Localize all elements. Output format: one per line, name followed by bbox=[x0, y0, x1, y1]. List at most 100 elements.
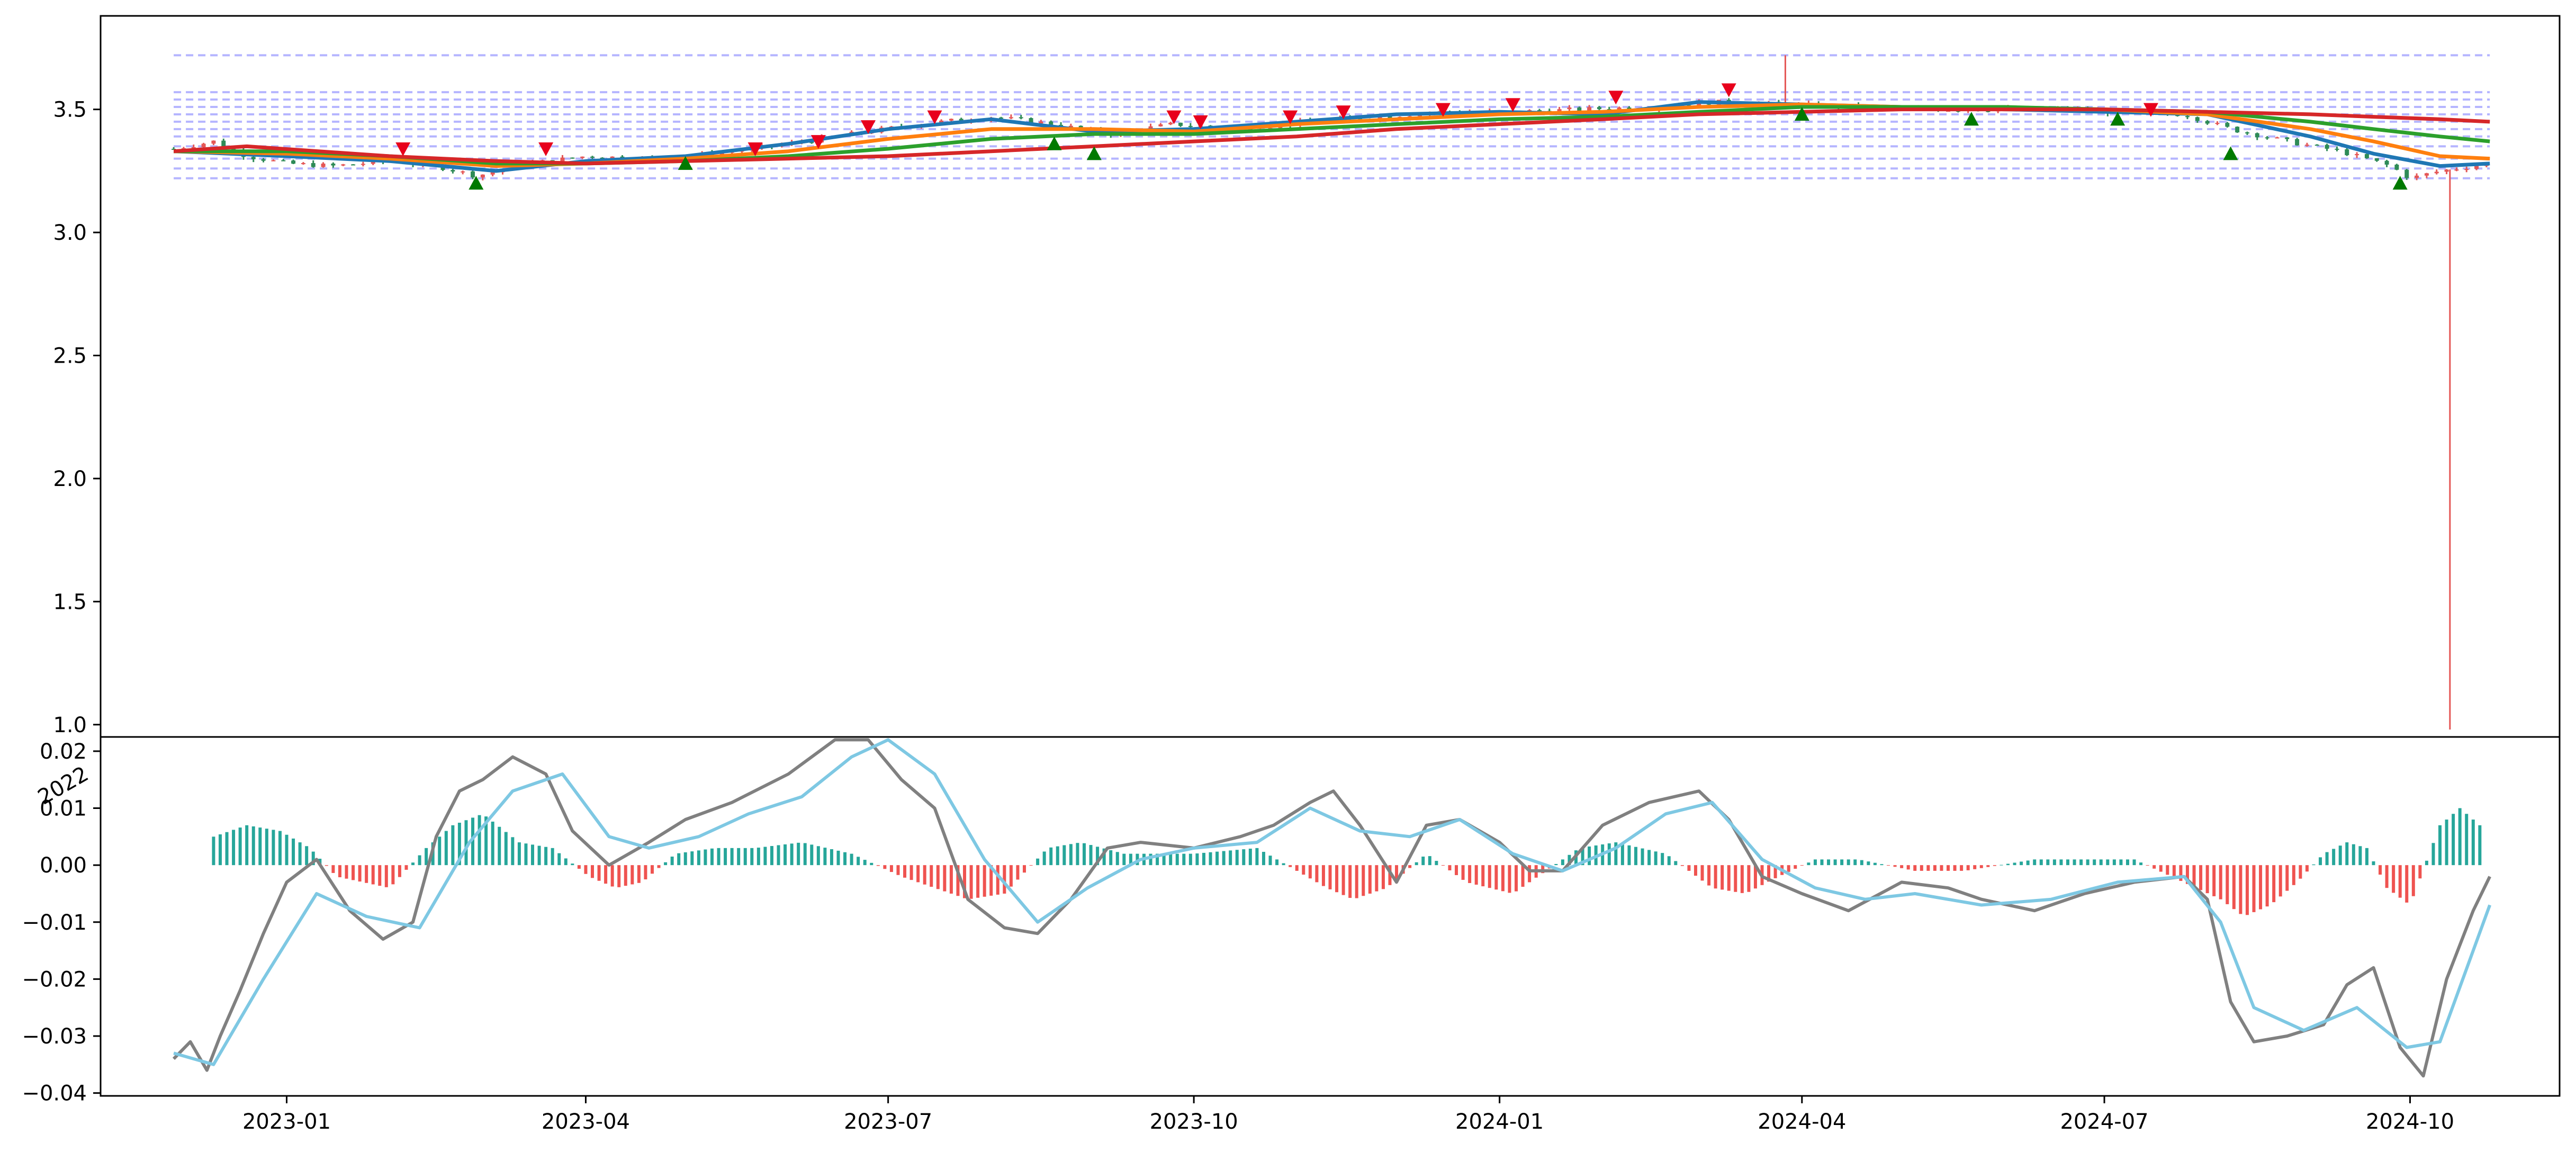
histogram-bar bbox=[1388, 865, 1392, 885]
histogram-bar bbox=[876, 865, 880, 866]
histogram-bar bbox=[2458, 808, 2462, 866]
histogram-bar bbox=[345, 865, 348, 879]
histogram-bar bbox=[2059, 859, 2063, 866]
histogram-bar bbox=[2132, 859, 2136, 866]
histogram-bar bbox=[644, 865, 647, 880]
histogram-bar bbox=[790, 843, 794, 866]
histogram-bar bbox=[783, 844, 787, 866]
candle-body bbox=[471, 171, 475, 178]
histogram-bar bbox=[1229, 850, 1232, 866]
macd-y-tick-label: 0.00 bbox=[40, 853, 87, 878]
histogram-bar bbox=[2192, 865, 2196, 887]
buy-signal-marker bbox=[1963, 112, 1979, 126]
histogram-bar bbox=[1448, 865, 1452, 871]
candle-body bbox=[2295, 139, 2300, 146]
macd-y-tick-label: 0.02 bbox=[40, 740, 87, 764]
candle-body bbox=[490, 172, 495, 175]
histogram-bar bbox=[1747, 865, 1751, 892]
histogram-bar bbox=[2119, 859, 2123, 866]
histogram-bar bbox=[2239, 865, 2242, 914]
histogram-bar bbox=[870, 862, 873, 866]
histogram-bar bbox=[1348, 865, 1352, 898]
candle-body bbox=[1188, 125, 1193, 127]
histogram-bar bbox=[245, 825, 249, 866]
candle-body bbox=[331, 163, 336, 166]
histogram-bar bbox=[943, 865, 947, 892]
histogram-bar bbox=[218, 834, 222, 866]
histogram-bar bbox=[797, 842, 800, 866]
candle-body bbox=[1537, 110, 1542, 112]
histogram-bar bbox=[1016, 865, 1020, 880]
histogram-bar bbox=[517, 842, 521, 866]
histogram-bar bbox=[803, 843, 807, 866]
buy-signal-marker bbox=[2110, 112, 2125, 126]
histogram-bar bbox=[232, 830, 236, 866]
histogram-bar bbox=[2172, 865, 2176, 878]
macd-y-tick-label: −0.03 bbox=[22, 1024, 87, 1049]
histogram-bar bbox=[591, 865, 594, 878]
candle-body bbox=[1178, 122, 1183, 126]
histogram-bar bbox=[1222, 851, 1226, 866]
histogram-bar bbox=[1109, 850, 1113, 866]
sell-signal-marker bbox=[810, 135, 826, 149]
histogram-bar bbox=[2166, 865, 2169, 875]
sell-signal-marker bbox=[1608, 91, 1624, 105]
price-y-tick-label: 1.0 bbox=[53, 713, 87, 737]
macd-y-tick-label: −0.04 bbox=[22, 1082, 87, 1106]
histogram-bar bbox=[1202, 852, 1205, 866]
histogram-bar bbox=[1029, 865, 1033, 866]
candle-body bbox=[2355, 154, 2359, 156]
histogram-bar bbox=[850, 853, 853, 866]
candle-body bbox=[1039, 121, 1043, 124]
candle-body bbox=[600, 157, 605, 159]
candle-body bbox=[1068, 125, 1073, 128]
histogram-bar bbox=[258, 827, 262, 866]
histogram-bar bbox=[1820, 859, 1824, 866]
histogram-bar bbox=[1674, 861, 1678, 866]
histogram-bar bbox=[584, 865, 588, 874]
histogram-bar bbox=[1062, 845, 1066, 866]
histogram-bar bbox=[1003, 865, 1006, 894]
histogram-bar bbox=[1056, 846, 1059, 866]
histogram-bar bbox=[969, 865, 973, 899]
histogram-bar bbox=[498, 826, 501, 866]
histogram-bar bbox=[830, 849, 833, 866]
axes: 1.0 1.5 2.0 2.5 3.0 3.5 −0.04 −0.03 −0.02 −0.01 0.… bbox=[22, 15, 2561, 1134]
histogram-bar bbox=[637, 865, 641, 883]
histogram-bar bbox=[1541, 865, 1545, 874]
histogram-bar bbox=[238, 827, 242, 866]
histogram-bar bbox=[2026, 860, 2030, 866]
macd-line bbox=[172, 738, 2491, 1078]
histogram-bar bbox=[1515, 865, 1518, 892]
candle-body bbox=[2454, 169, 2459, 171]
histogram-bar bbox=[378, 865, 382, 886]
histogram-bar bbox=[1700, 865, 1704, 881]
candle-body bbox=[1607, 109, 1611, 111]
histogram-bar bbox=[2411, 865, 2415, 896]
candle-body bbox=[2345, 149, 2349, 156]
histogram-bar bbox=[544, 847, 548, 866]
histogram-bar bbox=[1175, 853, 1179, 866]
histogram-bar bbox=[1687, 865, 1691, 871]
candle-body bbox=[2314, 145, 2319, 146]
candle-body bbox=[311, 163, 316, 167]
candle-body bbox=[809, 142, 814, 143]
histogram-bar bbox=[1042, 851, 1046, 866]
histogram-bar bbox=[717, 848, 720, 866]
histogram-bar bbox=[1421, 857, 1425, 866]
histogram-bar bbox=[930, 865, 933, 887]
histogram-bar bbox=[2418, 865, 2422, 879]
histogram-bar bbox=[1554, 863, 1558, 866]
histogram-bar bbox=[1262, 852, 1265, 866]
histogram-bar bbox=[2099, 859, 2103, 866]
histogram-bar bbox=[551, 848, 554, 866]
histogram-bar bbox=[331, 865, 335, 873]
histogram-bar bbox=[1707, 865, 1711, 886]
histogram-bar bbox=[2299, 865, 2302, 879]
histogram-bar bbox=[743, 848, 747, 866]
histogram-bar bbox=[909, 865, 913, 880]
histogram-bar bbox=[1887, 865, 1890, 866]
histogram-bar bbox=[963, 865, 967, 898]
histogram-bar bbox=[2259, 865, 2263, 910]
histogram-bar bbox=[1268, 856, 1272, 866]
